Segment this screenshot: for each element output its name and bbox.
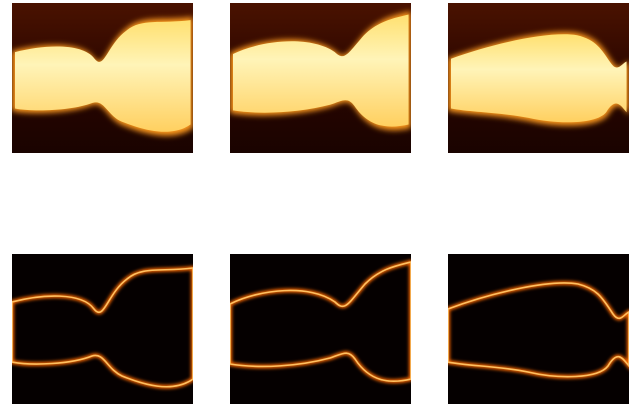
- image-panel: [230, 3, 411, 153]
- edge-panel: [230, 254, 411, 404]
- figure: [0, 0, 640, 414]
- image-panel: [448, 3, 629, 153]
- edge-panel: [12, 254, 193, 404]
- edge-panel: [448, 254, 629, 404]
- image-panel: [12, 3, 193, 153]
- page: [0, 0, 640, 414]
